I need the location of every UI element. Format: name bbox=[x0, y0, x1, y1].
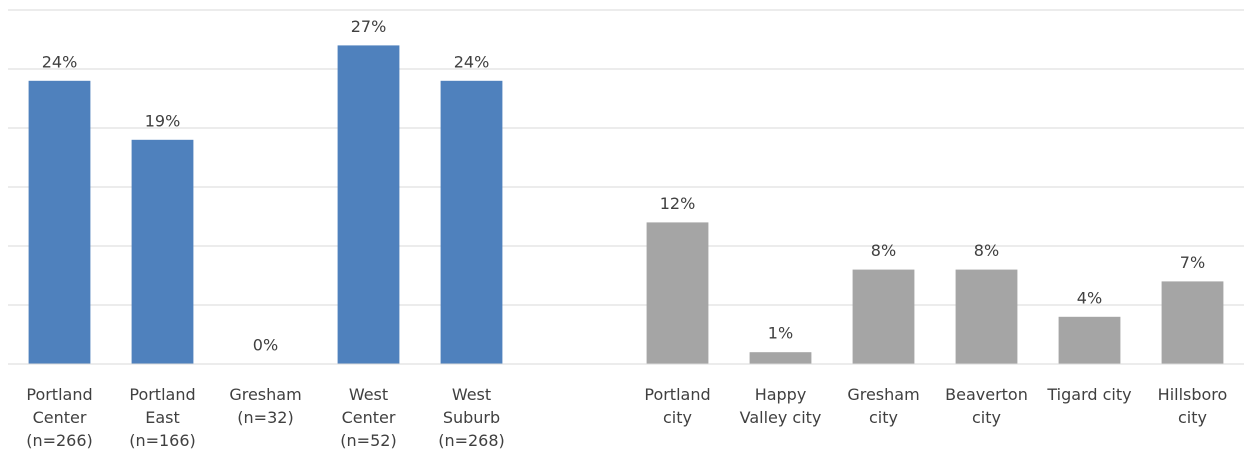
x-tick-label: Portland East (n=166) bbox=[129, 385, 196, 450]
x-tick-label: Tigard city bbox=[1047, 385, 1132, 404]
bar bbox=[1058, 316, 1121, 364]
x-tick-label: Portland Center (n=266) bbox=[26, 385, 93, 450]
data-label: 24% bbox=[454, 52, 490, 71]
data-label: 27% bbox=[351, 17, 387, 36]
data-label: 0% bbox=[253, 336, 278, 355]
bar bbox=[1161, 281, 1224, 364]
bar bbox=[749, 352, 812, 364]
x-tick-label: Beaverton city bbox=[945, 385, 1028, 427]
x-tick-label: Gresham (n=32) bbox=[229, 385, 302, 427]
x-tick-label: Gresham city bbox=[847, 385, 920, 427]
bar bbox=[131, 139, 194, 364]
x-tick-label: West Suburb (n=268) bbox=[438, 385, 505, 450]
data-label: 19% bbox=[145, 111, 181, 130]
bar bbox=[852, 269, 915, 364]
data-label: 12% bbox=[660, 194, 696, 213]
data-label: 8% bbox=[974, 241, 999, 260]
bar bbox=[646, 222, 709, 364]
x-tick-label: Happy Valley city bbox=[739, 385, 822, 427]
bar bbox=[955, 269, 1018, 364]
data-label: 4% bbox=[1077, 288, 1102, 307]
bar bbox=[337, 45, 400, 365]
data-label: 1% bbox=[768, 324, 793, 343]
data-label: 8% bbox=[871, 241, 896, 260]
x-tick-label: Portland city bbox=[644, 385, 711, 427]
data-label: 7% bbox=[1180, 253, 1205, 272]
bar bbox=[440, 80, 503, 365]
bar bbox=[28, 80, 91, 365]
x-tick-label: West Center (n=52) bbox=[340, 385, 397, 450]
data-label: 24% bbox=[42, 52, 78, 71]
x-tick-label: Hillsboro city bbox=[1157, 385, 1228, 427]
